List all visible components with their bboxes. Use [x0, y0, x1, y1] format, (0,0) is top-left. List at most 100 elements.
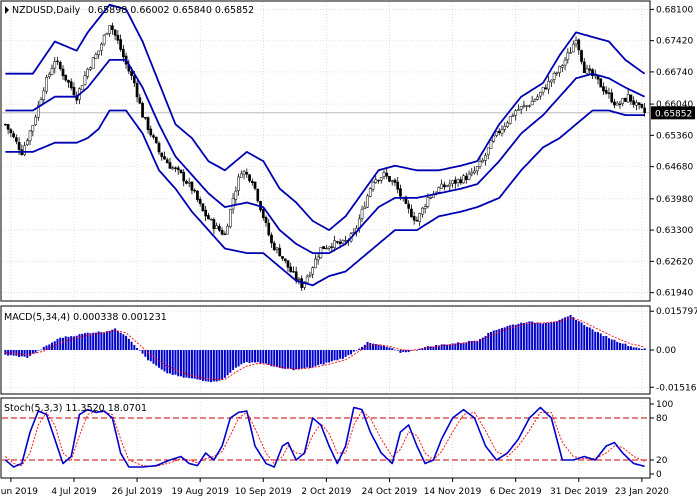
- macd-bar: [330, 350, 333, 362]
- macd-bar: [621, 343, 624, 350]
- candle-body: [121, 48, 125, 58]
- candle-body: [157, 143, 161, 153]
- macd-bar: [393, 349, 396, 351]
- macd-bar: [218, 350, 221, 381]
- macd-bar: [18, 350, 21, 358]
- macd-bar: [435, 345, 438, 350]
- candle-body: [176, 167, 180, 171]
- macd-bar: [67, 336, 70, 350]
- candle-body: [53, 61, 57, 69]
- candle-body: [566, 52, 570, 60]
- macd-bar: [350, 350, 353, 355]
- macd-bar: [421, 348, 424, 350]
- candle-body: [437, 187, 441, 193]
- macd-bar: [561, 318, 564, 350]
- macd-axis: 0.015797 0.00 -0.01516: [650, 307, 697, 393]
- candle-body: [511, 115, 515, 117]
- time-axis: 12 Jun 2019 4 Jul 2019 26 Jul 2019 19 Aug 2…: [0, 478, 669, 497]
- candle-body: [506, 122, 509, 127]
- macd-bar: [133, 345, 136, 350]
- macd-bar: [130, 341, 133, 350]
- candle-body: [429, 196, 432, 199]
- candle-body: [514, 110, 518, 116]
- macd-bar: [108, 330, 111, 350]
- macd-bar: [31, 350, 34, 354]
- candle-body: [102, 35, 106, 45]
- candle-body: [239, 173, 243, 178]
- macd-bar: [643, 348, 646, 350]
- macd-bar: [553, 321, 556, 350]
- candle-body: [135, 82, 139, 98]
- macd-bar: [193, 350, 196, 379]
- macd-bar: [583, 325, 586, 350]
- macd-bar: [385, 346, 388, 350]
- x-tick-label: 31 Dec 2019: [550, 487, 608, 497]
- collapse-triangle-icon: [5, 6, 9, 14]
- candle-body: [28, 130, 32, 142]
- macd-bar: [251, 350, 254, 363]
- macd-bar: [640, 348, 643, 350]
- macd-bar: [273, 350, 276, 367]
- candle-body: [519, 106, 523, 110]
- macd-bar: [229, 350, 232, 373]
- macd-bar: [404, 350, 407, 353]
- macd-bar: [363, 344, 366, 350]
- macd-bar: [196, 350, 199, 380]
- macd-bar: [284, 350, 287, 369]
- macd-bar: [322, 350, 325, 365]
- candle-body: [305, 276, 309, 283]
- candle-body: [643, 107, 646, 113]
- macd-bar: [48, 344, 51, 350]
- candle-body: [311, 267, 315, 275]
- candle-body: [9, 129, 13, 134]
- macd-bar: [29, 350, 32, 356]
- macd-bar: [116, 330, 119, 350]
- macd-bar: [341, 350, 344, 359]
- candle-body: [209, 218, 213, 221]
- macd-bar: [443, 344, 446, 350]
- last-price-box: [651, 106, 695, 120]
- macd-bar: [275, 350, 278, 368]
- x-tick-label: 4 Jul 2019: [51, 487, 96, 497]
- candle-body: [558, 66, 561, 73]
- candle-body: [640, 103, 644, 108]
- candle-body: [193, 189, 197, 192]
- candle-body: [289, 266, 293, 273]
- candle-body: [604, 90, 608, 94]
- bollinger-bands: [5, 3, 646, 287]
- candle-body: [368, 188, 372, 197]
- candle-body: [278, 247, 282, 257]
- macd-bar: [92, 332, 95, 350]
- candle-body: [297, 278, 301, 281]
- macd-tick-label: 0.00: [656, 346, 676, 356]
- candle-body: [522, 105, 526, 107]
- macd-histogram: [4, 314, 646, 383]
- macd-bar: [380, 345, 383, 350]
- candle-body: [292, 271, 295, 273]
- candle-body: [390, 180, 394, 182]
- macd-bar: [286, 350, 289, 369]
- candle-body: [473, 170, 476, 174]
- candle-body: [64, 74, 68, 81]
- candle-body: [453, 179, 457, 184]
- candle-body: [445, 185, 449, 187]
- candle-body: [308, 274, 312, 277]
- macd-bar: [328, 350, 331, 363]
- macd-bar: [292, 350, 295, 371]
- candle-body: [264, 217, 268, 223]
- candle-body: [486, 147, 490, 155]
- candle-body: [470, 172, 474, 175]
- candle-body: [456, 179, 460, 183]
- candle-body: [615, 102, 619, 106]
- macd-bar: [125, 335, 128, 350]
- candle-body: [547, 80, 550, 90]
- candle-body: [580, 50, 583, 62]
- macd-bar: [528, 321, 531, 350]
- macd-bar: [163, 350, 166, 372]
- macd-bar: [462, 342, 465, 350]
- candle-body: [25, 140, 29, 145]
- candle-body: [61, 68, 65, 77]
- macd-bar: [210, 350, 213, 383]
- candle-body: [283, 258, 287, 261]
- price-tick-label: 0.66740: [656, 68, 693, 78]
